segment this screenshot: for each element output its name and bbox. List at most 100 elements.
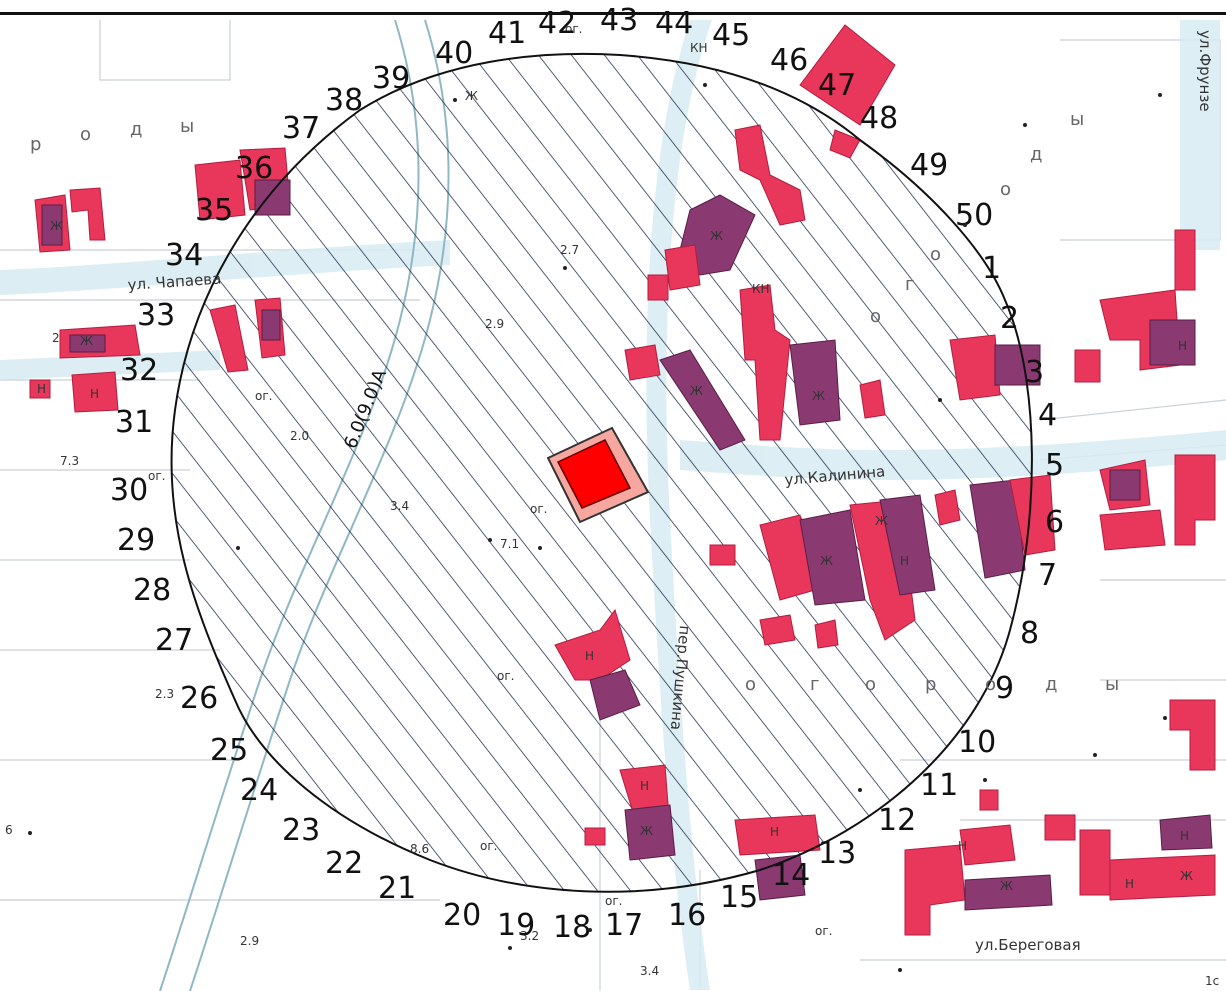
svg-text:г: г: [810, 674, 819, 695]
svg-text:ы: ы: [1105, 674, 1119, 695]
svg-text:2: 2: [52, 331, 60, 345]
svg-text:Н: Н: [1180, 829, 1189, 843]
svg-text:8.6: 8.6: [410, 842, 429, 856]
point-11: 11: [920, 768, 958, 803]
point-2: 2: [1000, 301, 1019, 336]
point-41: 41: [488, 16, 526, 51]
svg-text:о: о: [1000, 179, 1011, 200]
svg-text:Ж: Ж: [50, 219, 63, 233]
point-23: 23: [282, 813, 320, 848]
abbreviation-labels: ог. ог. ог. ог. ог. ог. ог. ог. КН КН Н …: [37, 22, 1193, 938]
point-37: 37: [282, 111, 320, 146]
point-5: 5: [1045, 448, 1064, 483]
point-27: 27: [155, 623, 193, 658]
buildings: [29, 24, 1216, 936]
svg-text:Ж: Ж: [1180, 869, 1193, 883]
central-object[interactable]: [546, 426, 650, 524]
point-28: 28: [133, 573, 171, 608]
point-29: 29: [117, 523, 155, 558]
point-18: 18: [553, 910, 591, 945]
point-14: 14: [772, 858, 810, 893]
point-47: 47: [818, 68, 856, 103]
svg-text:г: г: [905, 274, 914, 295]
point-42: 42: [538, 6, 576, 41]
svg-text:2.0: 2.0: [290, 429, 309, 443]
svg-text:Ж: Ж: [690, 384, 703, 398]
point-16: 16: [668, 898, 706, 933]
svg-text:о: о: [865, 674, 876, 695]
point-10: 10: [958, 725, 996, 760]
svg-text:Ж: Ж: [820, 554, 833, 568]
point-45: 45: [712, 18, 750, 53]
point-12: 12: [878, 803, 916, 838]
svg-text:ог.: ог.: [255, 389, 272, 403]
point-24: 24: [240, 773, 278, 808]
svg-text:ы: ы: [180, 116, 194, 137]
svg-text:Ж: Ж: [812, 389, 825, 403]
point-19: 19: [497, 908, 535, 943]
svg-text:2.7: 2.7: [560, 243, 579, 257]
point-3: 3: [1025, 355, 1044, 390]
svg-text:ог.: ог.: [148, 469, 165, 483]
point-15: 15: [720, 880, 758, 915]
point-36: 36: [235, 151, 273, 186]
point-8: 8: [1020, 616, 1039, 651]
point-30: 30: [110, 473, 148, 508]
point-43: 43: [600, 3, 638, 38]
point-26: 26: [180, 681, 218, 716]
svg-text:Ж: Ж: [1000, 879, 1013, 893]
area-label-ogorody-mid: о г о р о д ы: [745, 674, 1119, 695]
point-35: 35: [195, 193, 233, 228]
point-25: 25: [210, 733, 248, 768]
svg-text:Ж: Ж: [640, 824, 653, 838]
svg-text:7.1: 7.1: [500, 537, 519, 551]
point-7: 7: [1038, 558, 1057, 593]
svg-text:Н: Н: [1178, 339, 1187, 353]
svg-text:о: о: [985, 674, 996, 695]
svg-text:Ж: Ж: [710, 229, 723, 243]
point-4: 4: [1038, 398, 1057, 433]
svg-text:д: д: [1030, 144, 1042, 165]
point-6: 6: [1045, 505, 1064, 540]
svg-text:Н: Н: [958, 839, 967, 853]
svg-text:Н: Н: [37, 382, 46, 396]
svg-text:ог.: ог.: [530, 502, 547, 516]
svg-text:о: о: [930, 244, 941, 265]
street-label-beregovaya: ул.Береговая: [975, 936, 1081, 954]
svg-text:КН: КН: [690, 41, 708, 55]
svg-text:Н: Н: [900, 554, 909, 568]
svg-text:Ж: Ж: [465, 89, 478, 103]
point-22: 22: [325, 846, 363, 881]
svg-text:Н: Н: [1125, 877, 1134, 891]
point-1: 1: [982, 251, 1001, 286]
svg-text:6: 6: [5, 823, 13, 837]
point-39: 39: [372, 61, 410, 96]
area-label-ogorody-left: р о д ы: [30, 116, 194, 155]
svg-text:3.2: 3.2: [520, 929, 539, 943]
point-46: 46: [770, 43, 808, 78]
svg-text:Ж: Ж: [875, 514, 888, 528]
point-31: 31: [115, 405, 153, 440]
svg-text:2.9: 2.9: [240, 934, 259, 948]
point-50: 50: [955, 198, 993, 233]
top-frame-line: [0, 12, 1226, 15]
svg-text:ог.: ог.: [815, 924, 832, 938]
svg-text:ы: ы: [1070, 109, 1084, 130]
boundary-point-labels: 1 2 3 4 5 6 7 8 9 10 11 12 13 14 15 16 1…: [110, 3, 1064, 945]
point-49: 49: [910, 148, 948, 183]
svg-text:КН: КН: [752, 282, 770, 296]
svg-text:3.4: 3.4: [640, 964, 659, 978]
svg-text:1с: 1с: [1205, 974, 1219, 988]
area-label-ogorody-top: о г о: [870, 244, 941, 327]
svg-text:2.3: 2.3: [155, 687, 174, 701]
point-17: 17: [605, 908, 643, 943]
svg-text:7.3: 7.3: [60, 454, 79, 468]
elevation-labels: 7.3 2.7 2.9 2.0 3.4 7.1 2.3 6 8.6 2.9 3.…: [5, 243, 1219, 988]
point-34: 34: [165, 238, 203, 273]
street-label-frunze: ул.Фрунзе: [1196, 30, 1214, 112]
area-label-ogorody-right: о д ы: [1000, 109, 1084, 200]
point-13: 13: [818, 836, 856, 871]
point-44: 44: [655, 6, 693, 41]
point-38: 38: [325, 83, 363, 118]
